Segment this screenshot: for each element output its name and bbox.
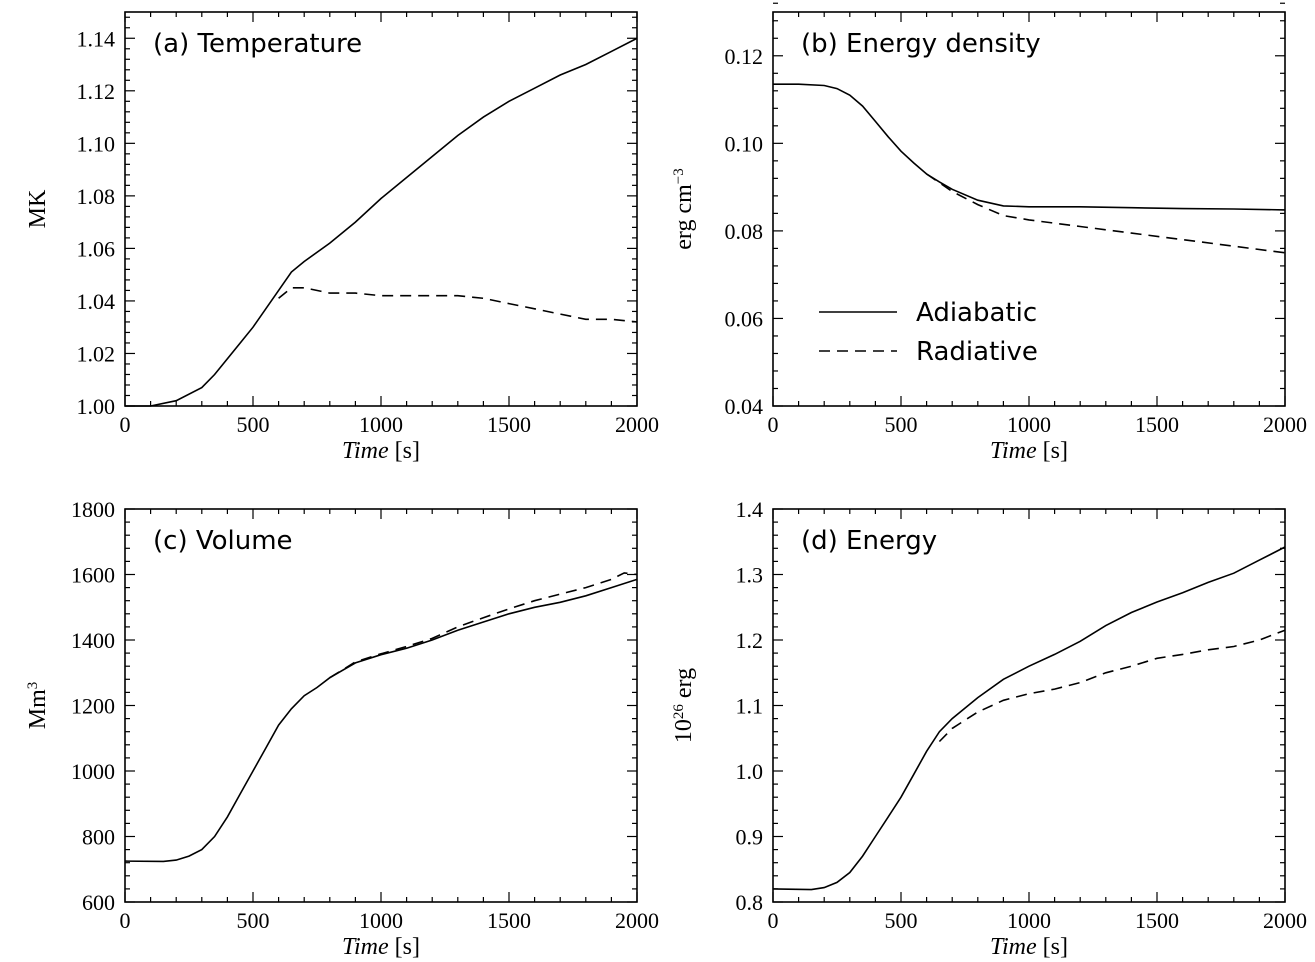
x-tick-label: 0 xyxy=(120,412,131,437)
series-line-radiative xyxy=(938,629,1286,743)
y-axis-title-unit: MK xyxy=(25,189,51,228)
plot-frame xyxy=(772,508,1286,903)
series-line-radiative xyxy=(329,572,638,679)
y-tick-label: 1.10 xyxy=(77,131,116,156)
x-axis-title-unit: [s] xyxy=(1037,438,1068,464)
y-tick-label: 1200 xyxy=(71,694,115,719)
y-tick-label: 1.3 xyxy=(736,563,764,588)
plot-frame xyxy=(124,508,638,903)
y-tick-label: 1000 xyxy=(71,759,115,784)
x-tick-label: 1000 xyxy=(359,412,403,437)
panel-c: 0 500 1000 1500 2000 600 800 1000 1200 1400 1600 18… xyxy=(25,497,659,960)
y-tick-label: 1.06 xyxy=(77,236,116,261)
plot-frame xyxy=(124,11,638,407)
y-tick-label: 1.04 xyxy=(77,289,116,314)
x-axis-title: Time [s] xyxy=(342,934,420,960)
y-tick-label: 1.1 xyxy=(736,694,764,719)
x-axis-title-unit: [s] xyxy=(1037,934,1068,960)
x-tick-label: 0 xyxy=(768,908,779,933)
y-tick-label: 0.9 xyxy=(736,825,764,850)
series-line-adiabatic xyxy=(124,578,638,863)
y-tick-label: 0.10 xyxy=(725,131,764,156)
x-axis-title: Time [s] xyxy=(342,438,420,464)
x-tick-label: 1500 xyxy=(1135,908,1179,933)
x-tick-label: 500 xyxy=(237,908,270,933)
panel-title: (c) Volume xyxy=(153,526,293,556)
y-tick-label: 600 xyxy=(82,890,115,915)
x-axis-title: Time [s] xyxy=(990,934,1068,960)
x-tick-label: 500 xyxy=(237,412,270,437)
y-tick-label: 1.4 xyxy=(736,497,764,522)
y-tick-label: 1800 xyxy=(71,497,115,522)
panel-title: (a) Temperature xyxy=(153,29,362,59)
y-tick-label: 1.12 xyxy=(77,79,116,104)
x-tick-label: 1500 xyxy=(1135,412,1179,437)
x-axis-title-italic: Time xyxy=(342,934,389,960)
y-tick-label: 1.2 xyxy=(736,628,764,653)
y-tick-label: 1.02 xyxy=(77,341,116,366)
x-axis-title-italic: Time xyxy=(342,438,389,464)
series-line-radiative xyxy=(926,173,1286,254)
y-axis-title: MK xyxy=(25,189,51,228)
y-tick-label: 0.08 xyxy=(725,219,764,244)
y-axis-title-sup: 26 xyxy=(671,704,687,720)
x-tick-label: 0 xyxy=(768,412,779,437)
x-tick-label: 500 xyxy=(885,908,918,933)
y-tick-label: 1.0 xyxy=(736,759,764,784)
x-tick-label: 1500 xyxy=(487,412,531,437)
y-axis-title-sup: 3 xyxy=(25,682,41,690)
series-line-adiabatic xyxy=(125,37,638,407)
series-line-adiabatic xyxy=(773,83,1286,211)
y-axis-title: Mm3 xyxy=(25,682,51,730)
y-axis-title-unit: erg cm xyxy=(671,184,697,250)
y-tick-label: 0.12 xyxy=(725,44,764,69)
x-tick-label: 2000 xyxy=(615,412,659,437)
panel-d: 0 500 1000 1500 2000 0.8 0.9 1.0 1.1 1.2 1.3 1.4 Tim… xyxy=(671,497,1307,960)
y-tick-label: 1400 xyxy=(71,628,115,653)
y-axis-title-sup: −3 xyxy=(671,168,687,184)
x-tick-label: 1000 xyxy=(1007,908,1051,933)
panel-b: 0 500 1000 1500 2000 0.04 0.06 0.08 0.10 0.12 Time… xyxy=(671,2,1307,464)
y-tick-label: 0.06 xyxy=(725,306,764,331)
y-tick-label: 1.00 xyxy=(77,394,116,419)
panel-title: (b) Energy density xyxy=(801,29,1041,59)
y-axis-title-unit: Mm xyxy=(25,689,51,729)
x-tick-label: 500 xyxy=(885,412,918,437)
y-tick-label: 800 xyxy=(82,825,115,850)
x-tick-label: 0 xyxy=(120,908,131,933)
y-tick-label: 0.04 xyxy=(725,394,764,419)
x-axis-title: Time [s] xyxy=(990,438,1068,464)
series-line-radiative xyxy=(278,287,638,323)
legend-label: Adiabatic xyxy=(916,298,1037,328)
y-axis-title: erg cm−3 xyxy=(671,168,697,250)
y-tick-label: 0.8 xyxy=(736,890,764,915)
legend: Adiabatic Radiative xyxy=(819,298,1038,367)
y-tick-label: 1.08 xyxy=(77,184,116,209)
x-tick-label: 2000 xyxy=(1263,908,1307,933)
legend-label: Radiative xyxy=(916,337,1038,367)
x-tick-label: 1000 xyxy=(359,908,403,933)
x-axis-title-unit: [s] xyxy=(389,438,420,464)
x-tick-label: 1000 xyxy=(1007,412,1051,437)
x-tick-label: 1500 xyxy=(487,908,531,933)
series-line-adiabatic xyxy=(772,546,1286,891)
x-tick-label: 2000 xyxy=(615,908,659,933)
x-tick-label: 2000 xyxy=(1263,412,1307,437)
x-axis-title-italic: Time xyxy=(990,438,1037,464)
x-axis-title-unit: [s] xyxy=(389,934,420,960)
y-axis-title-base: 10 xyxy=(671,719,697,743)
x-axis-title-italic: Time xyxy=(990,934,1037,960)
y-tick-label: 1.14 xyxy=(77,26,116,51)
panel-a: 0 500 1000 1500 2000 1.00 1.02 1.04 1.06 1.08 1.10… xyxy=(25,11,659,464)
y-tick-label: 1600 xyxy=(71,563,115,588)
y-axis-title: 1026 erg xyxy=(671,668,697,743)
y-axis-title-unit: erg xyxy=(671,668,697,704)
panel-title: (d) Energy xyxy=(801,526,937,556)
